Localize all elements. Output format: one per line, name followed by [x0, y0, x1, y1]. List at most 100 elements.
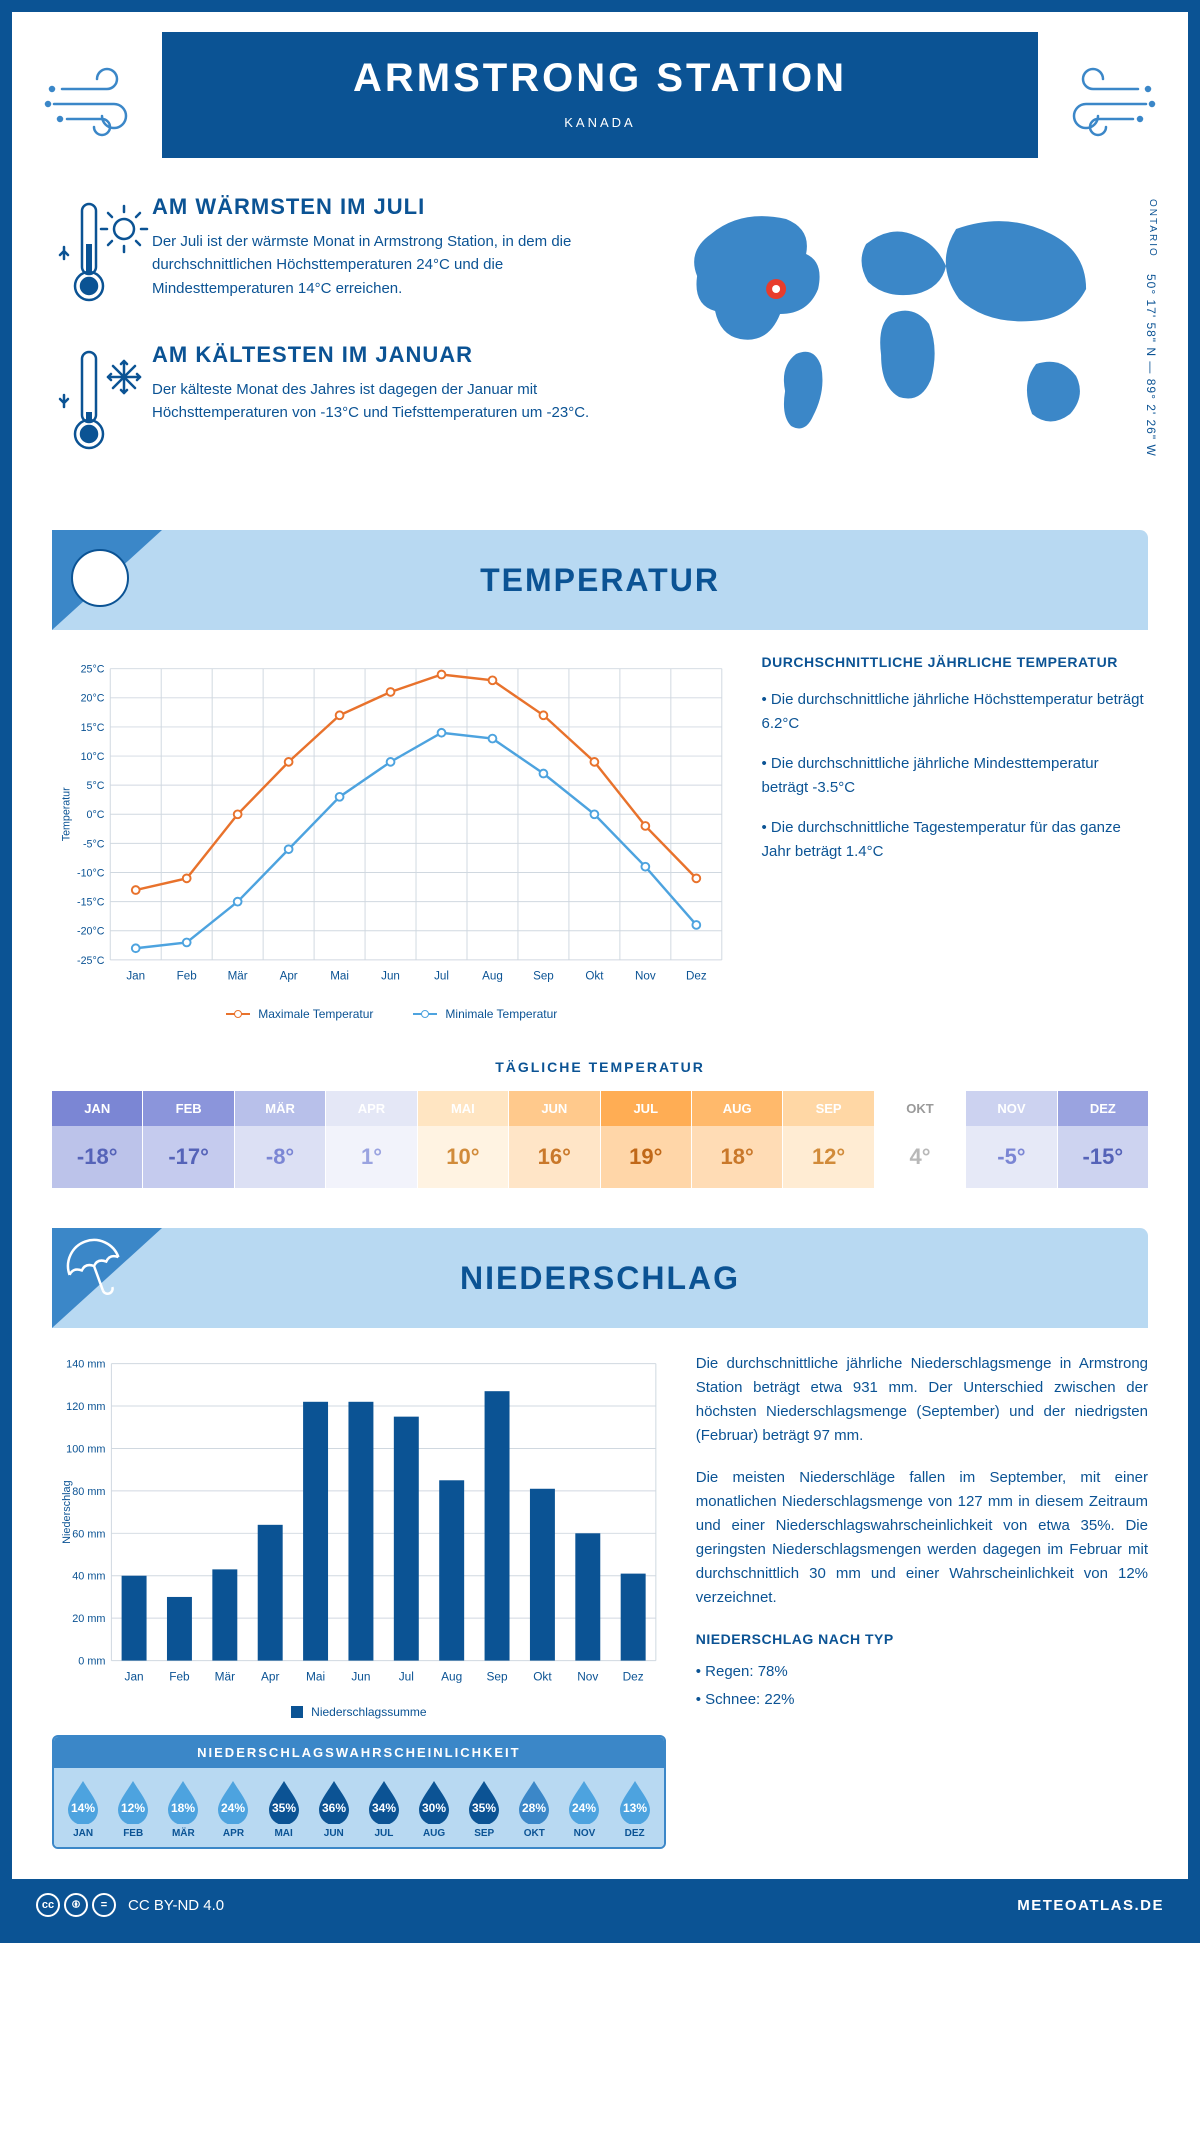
coords-label: 50° 17' 58" N — 89° 2' 26" W: [1144, 274, 1158, 457]
svg-text:20°C: 20°C: [81, 693, 105, 705]
probability-box: NIEDERSCHLAGSWAHRSCHEINLICHKEIT 14% JAN …: [52, 1735, 666, 1849]
svg-text:35%: 35%: [472, 1801, 496, 1815]
svg-text:0 mm: 0 mm: [78, 1656, 105, 1668]
thermometer-cold-icon: [52, 342, 152, 462]
daily-temp-cell: FEB -17°: [143, 1091, 234, 1188]
legend-max: .legend-item:nth-child(1) .legend-swatch…: [226, 1007, 373, 1021]
svg-text:60 mm: 60 mm: [72, 1528, 105, 1540]
thermometer-warm-icon: [52, 194, 152, 314]
warmest-block: AM WÄRMSTEN IM JULI Der Juli ist der wär…: [52, 194, 624, 314]
daily-temp-title: TÄGLICHE TEMPERATUR: [12, 1059, 1188, 1075]
svg-text:Mai: Mai: [330, 969, 349, 982]
country-label: KANADA: [182, 115, 1018, 130]
precip-type: • Regen: 78%: [696, 1660, 1148, 1684]
world-map-icon: [644, 194, 1148, 454]
daily-temp-cell: JUL 19°: [601, 1091, 692, 1188]
svg-text:Okt: Okt: [585, 969, 604, 982]
umbrella-icon: [52, 1228, 162, 1328]
svg-text:35%: 35%: [272, 1801, 296, 1815]
svg-text:Dez: Dez: [686, 969, 707, 982]
temperature-line-chart: -25°C-20°C-15°C-10°C-5°C0°C5°C10°C15°C20…: [52, 654, 732, 994]
prob-cell: 24% NOV: [559, 1778, 609, 1839]
svg-text:Jan: Jan: [126, 969, 145, 982]
svg-text:Aug: Aug: [482, 969, 503, 982]
svg-text:28%: 28%: [522, 1801, 546, 1815]
temperature-title: TEMPERATUR: [480, 562, 720, 599]
drop-icon: 18%: [163, 1778, 203, 1824]
svg-text:Jun: Jun: [351, 1669, 370, 1683]
svg-text:10°C: 10°C: [81, 751, 105, 763]
svg-text:Apr: Apr: [280, 969, 298, 982]
svg-text:25°C: 25°C: [81, 664, 105, 676]
license-label: CC BY-ND 4.0: [128, 1897, 224, 1914]
drop-icon: 34%: [364, 1778, 404, 1824]
coldest-text: Der kälteste Monat des Jahres ist dagege…: [152, 378, 624, 425]
svg-text:Nov: Nov: [635, 969, 656, 982]
prob-cell: 12% FEB: [108, 1778, 158, 1839]
drop-icon: 24%: [564, 1778, 604, 1824]
svg-text:-15°C: -15°C: [77, 897, 105, 909]
prob-cell: 18% MÄR: [158, 1778, 208, 1839]
svg-text:Feb: Feb: [169, 1669, 190, 1683]
drop-icon: 28%: [514, 1778, 554, 1824]
prob-cell: 34% JUL: [359, 1778, 409, 1839]
svg-text:Okt: Okt: [533, 1669, 552, 1683]
drop-icon: 13%: [615, 1778, 655, 1824]
svg-text:Aug: Aug: [441, 1669, 462, 1683]
footer: cc 🅯 = CC BY-ND 4.0 METEOATLAS.DE: [12, 1879, 1188, 1931]
daily-temp-cell: JUN 16°: [509, 1091, 600, 1188]
wind-icon: [42, 64, 152, 144]
precip-para: Die durchschnittliche jährliche Niedersc…: [696, 1352, 1148, 1448]
daily-temp-cell: SEP 12°: [783, 1091, 874, 1188]
svg-text:-10°C: -10°C: [77, 867, 105, 879]
svg-text:80 mm: 80 mm: [72, 1486, 105, 1498]
prob-cell: 13% DEZ: [610, 1778, 660, 1839]
svg-text:13%: 13%: [623, 1801, 647, 1815]
svg-text:0°C: 0°C: [87, 809, 105, 821]
svg-text:Jun: Jun: [381, 969, 400, 982]
temperature-section-header: TEMPERATUR: [52, 530, 1148, 630]
daily-temp-grid: JAN -18° FEB -17° MÄR -8° APR 1° MAI 10°…: [52, 1091, 1148, 1188]
prob-cell: 28% OKT: [509, 1778, 559, 1839]
svg-text:Nov: Nov: [577, 1669, 598, 1683]
sun-icon: [52, 530, 162, 630]
drop-icon: 12%: [113, 1778, 153, 1824]
drop-icon: 24%: [213, 1778, 253, 1824]
drop-icon: 14%: [63, 1778, 103, 1824]
svg-text:Niederschlag: Niederschlag: [61, 1480, 73, 1543]
wind-icon: [1048, 64, 1158, 144]
svg-text:40 mm: 40 mm: [72, 1571, 105, 1583]
daily-temp-cell: MÄR -8°: [235, 1091, 326, 1188]
daily-temp-cell: DEZ -15°: [1058, 1091, 1148, 1188]
header-area: ARMSTRONG STATION KANADA: [12, 32, 1188, 158]
daily-temp-cell: APR 1°: [326, 1091, 417, 1188]
svg-text:Feb: Feb: [177, 969, 197, 982]
svg-text:36%: 36%: [322, 1801, 346, 1815]
cc-icons: cc 🅯 =: [36, 1893, 116, 1917]
svg-text:-20°C: -20°C: [77, 926, 105, 938]
daily-temp-cell: NOV -5°: [966, 1091, 1057, 1188]
header-banner: ARMSTRONG STATION KANADA: [162, 32, 1038, 158]
coldest-block: AM KÄLTESTEN IM JANUAR Der kälteste Mona…: [52, 342, 624, 462]
precip-title: NIEDERSCHLAG: [460, 1260, 740, 1297]
legend-precip: Niederschlagssumme: [291, 1705, 426, 1719]
page-title: ARMSTRONG STATION: [182, 56, 1018, 101]
svg-text:100 mm: 100 mm: [66, 1443, 105, 1455]
probability-title: NIEDERSCHLAGSWAHRSCHEINLICHKEIT: [54, 1737, 664, 1768]
svg-text:24%: 24%: [572, 1801, 596, 1815]
svg-text:Jul: Jul: [434, 969, 449, 982]
legend-min: .legend-item:nth-child(2) .legend-swatch…: [413, 1007, 557, 1021]
site-label: METEOATLAS.DE: [1017, 1897, 1164, 1914]
warmest-text: Der Juli ist der wärmste Monat in Armstr…: [152, 230, 624, 300]
svg-text:12%: 12%: [121, 1801, 145, 1815]
svg-text:30%: 30%: [422, 1801, 446, 1815]
daily-temp-cell: AUG 18°: [692, 1091, 783, 1188]
coldest-title: AM KÄLTESTEN IM JANUAR: [152, 342, 624, 368]
drop-icon: 36%: [314, 1778, 354, 1824]
precip-type-title: NIEDERSCHLAG NACH TYP: [696, 1628, 1148, 1650]
svg-text:Jul: Jul: [399, 1669, 414, 1683]
precip-para: Die meisten Niederschläge fallen im Sept…: [696, 1466, 1148, 1610]
svg-text:14%: 14%: [71, 1801, 95, 1815]
drop-icon: 35%: [464, 1778, 504, 1824]
svg-text:Sep: Sep: [533, 969, 554, 982]
